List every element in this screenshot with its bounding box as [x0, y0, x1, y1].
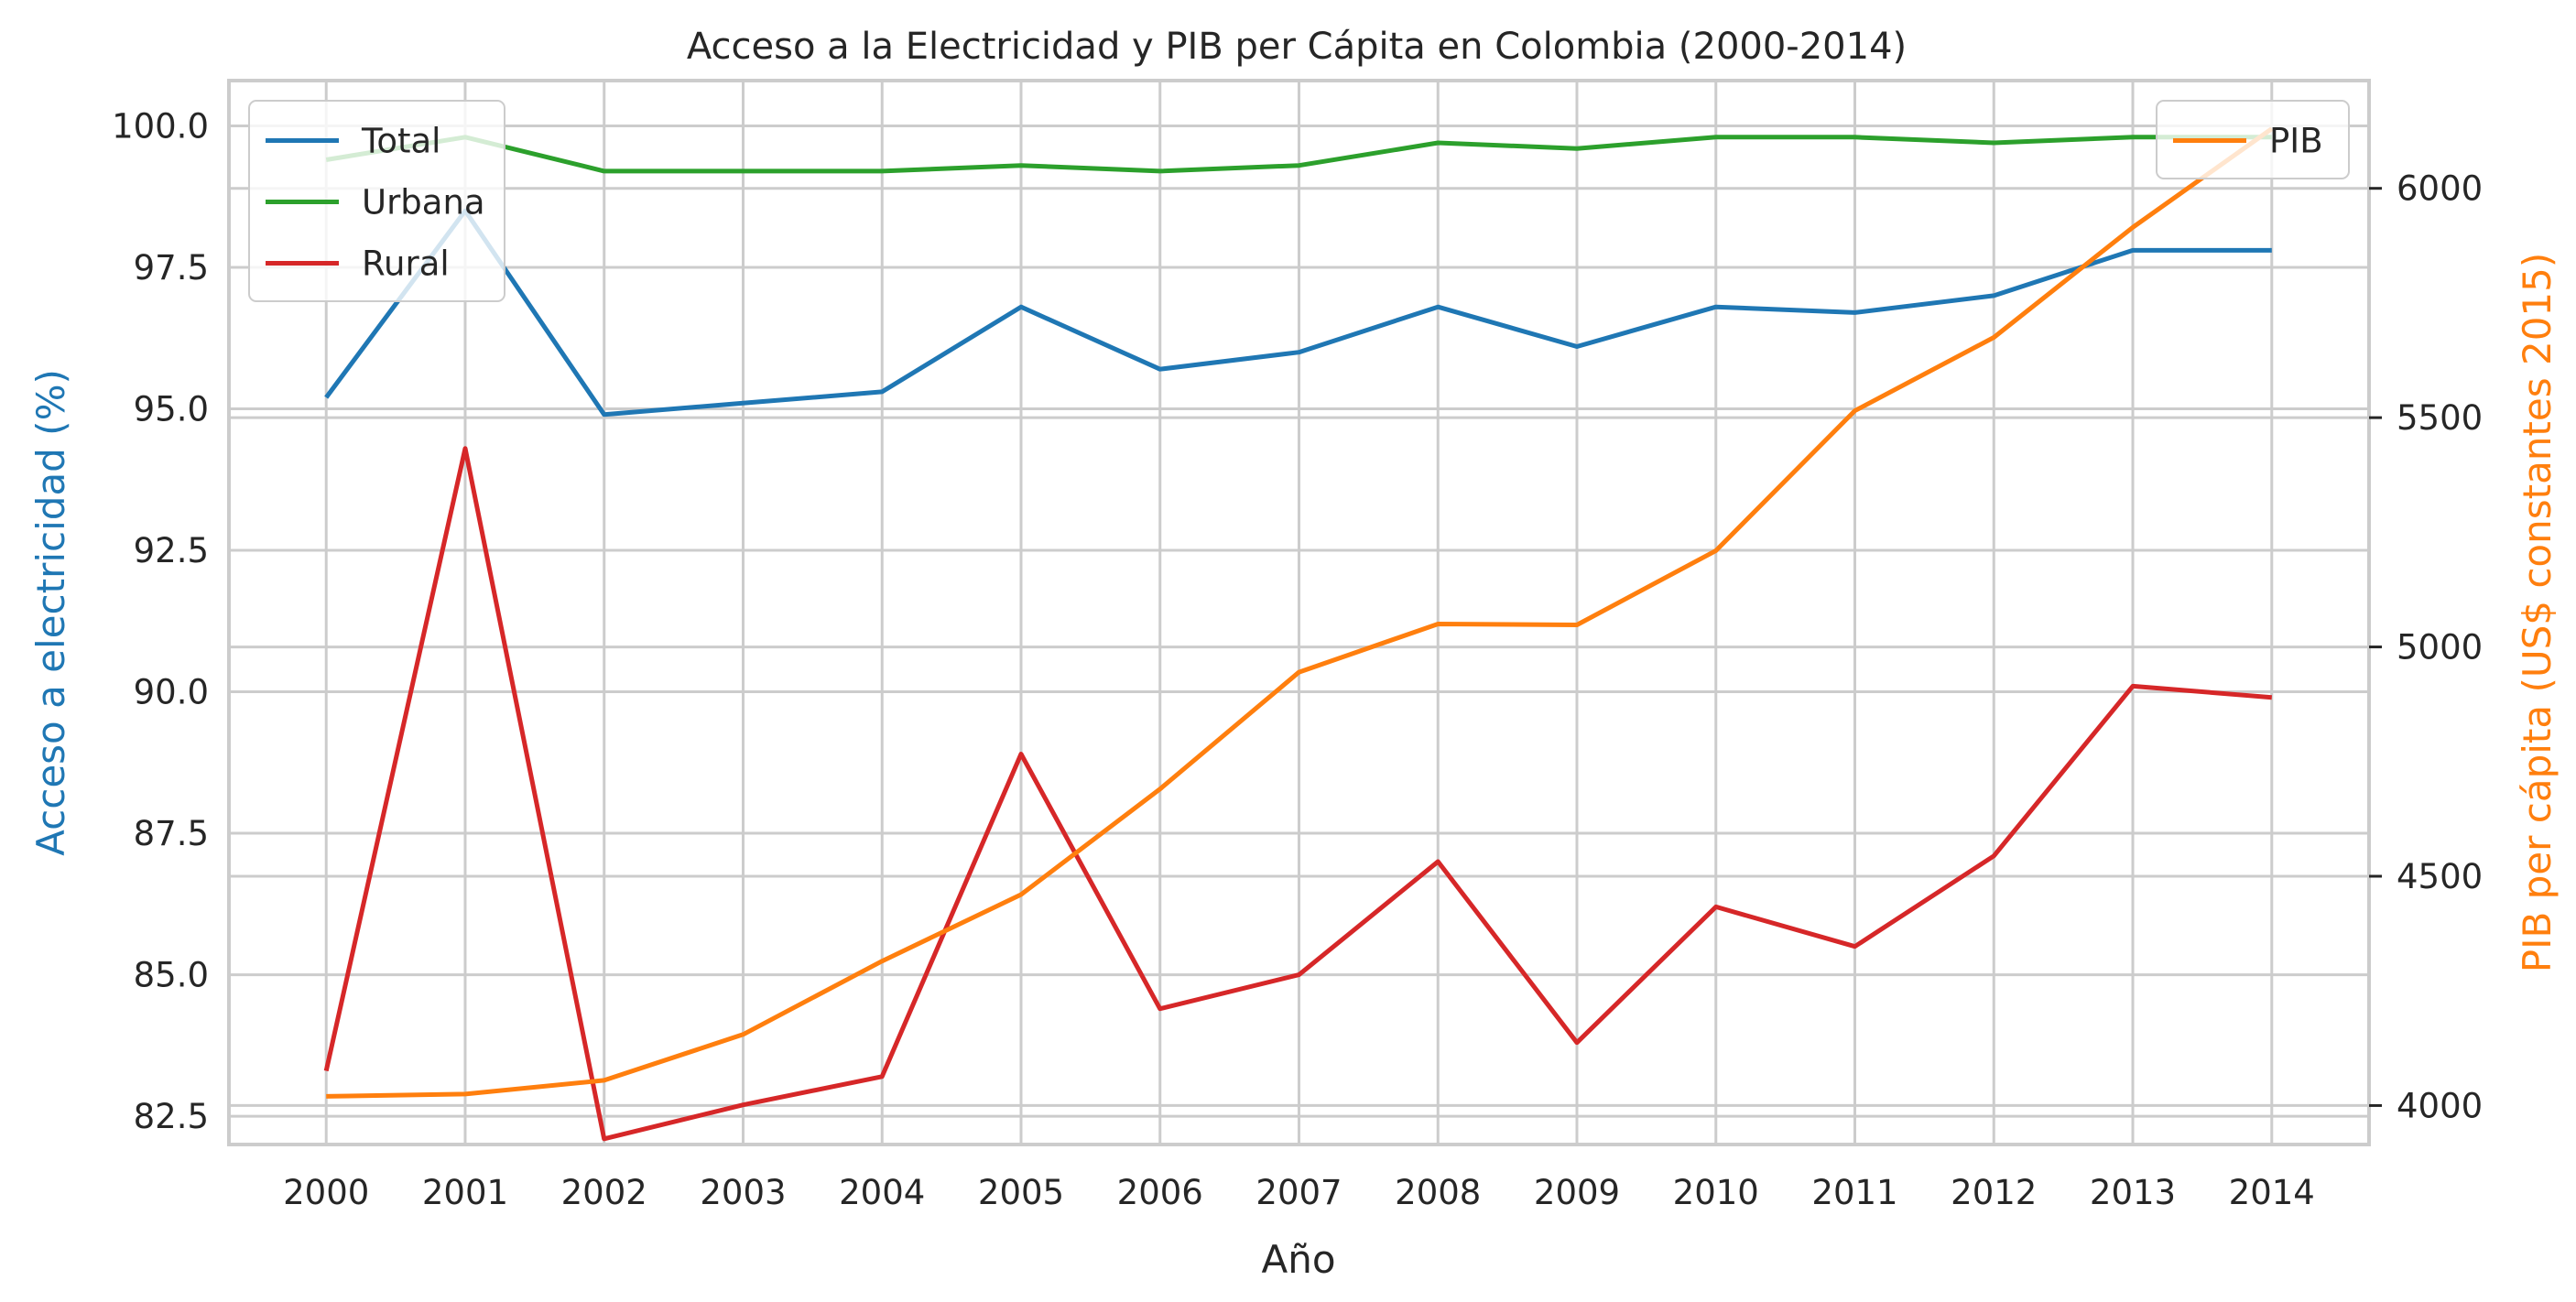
- x-tick-label: 2004: [839, 1173, 925, 1212]
- plot-frame: [227, 79, 2371, 1146]
- y-tick-label-left: 97.5: [134, 248, 209, 288]
- y-tick-label-left: 95.0: [134, 389, 209, 429]
- y-axis-label-left: Acceso a electricidad (%): [28, 369, 73, 856]
- x-tick-label: 2008: [1395, 1173, 1481, 1212]
- y-tick-label-right: 5500: [2397, 398, 2483, 438]
- x-tick-label: 2010: [1673, 1173, 1759, 1212]
- y-axis-label-right: PIB per cápita (US$ constantes 2015): [2515, 253, 2560, 973]
- legend-left: Total Urbana Rural: [248, 100, 505, 302]
- x-tick-label: 2000: [283, 1173, 369, 1212]
- y-tick-label-right: 6000: [2397, 169, 2483, 209]
- x-axis-label: Año: [1261, 1237, 1335, 1282]
- y-tick-label-left: 87.5: [134, 814, 209, 853]
- y-tick-label-left: 90.0: [134, 673, 209, 712]
- legend-label-pib: PIB: [2269, 122, 2323, 161]
- y-tick-label-left: 82.5: [134, 1097, 209, 1136]
- series-line-urbana: [325, 135, 2272, 174]
- x-tick-label: 2006: [1117, 1173, 1203, 1212]
- x-tick-label: 2009: [1534, 1173, 1620, 1212]
- legend-label-total: Total: [361, 122, 440, 161]
- x-tick-label: 2001: [422, 1173, 508, 1212]
- y-tick-label-left: 85.0: [134, 956, 209, 995]
- legend-right: PIB: [2156, 100, 2350, 179]
- series-line-pib: [326, 126, 2274, 1099]
- y-tick-label-right: 4500: [2397, 857, 2483, 896]
- x-tick-label: 2012: [1951, 1173, 2037, 1212]
- legend-box: [2156, 100, 2350, 179]
- x-tick-label: 2005: [978, 1173, 1064, 1212]
- x-tick-label: 2014: [2229, 1173, 2315, 1212]
- x-tick-label: 2003: [700, 1173, 786, 1212]
- y-tick-label-left: 100.0: [112, 106, 209, 146]
- y-tick-label-left: 92.5: [134, 531, 209, 570]
- x-tick-label: 2011: [1811, 1173, 1897, 1212]
- grid: [229, 81, 2369, 1145]
- legend-box: [248, 100, 505, 302]
- legend-label-urbana: Urbana: [362, 183, 485, 222]
- x-tick-label: 2013: [2090, 1173, 2176, 1212]
- legend-label-rural: Rural: [362, 244, 450, 284]
- legends: Total Urbana Rural PIB: [248, 100, 2350, 302]
- tick-labels: 2000 2001 2002 2003 2004 2005 2006 2007 2008 2009…: [112, 106, 2483, 1212]
- series-line-rural: [323, 446, 2273, 1142]
- x-tick-label: 2002: [561, 1173, 647, 1212]
- series-lines: [323, 126, 2274, 1142]
- chart-title: Acceso a la Electricidad y PIB per Cápit…: [687, 26, 1907, 68]
- x-tick-label: 2007: [1255, 1173, 1342, 1212]
- y-tick-label-right: 5000: [2397, 628, 2483, 667]
- y-tick-label-right: 4000: [2397, 1086, 2483, 1125]
- series-line-total: [324, 208, 2272, 418]
